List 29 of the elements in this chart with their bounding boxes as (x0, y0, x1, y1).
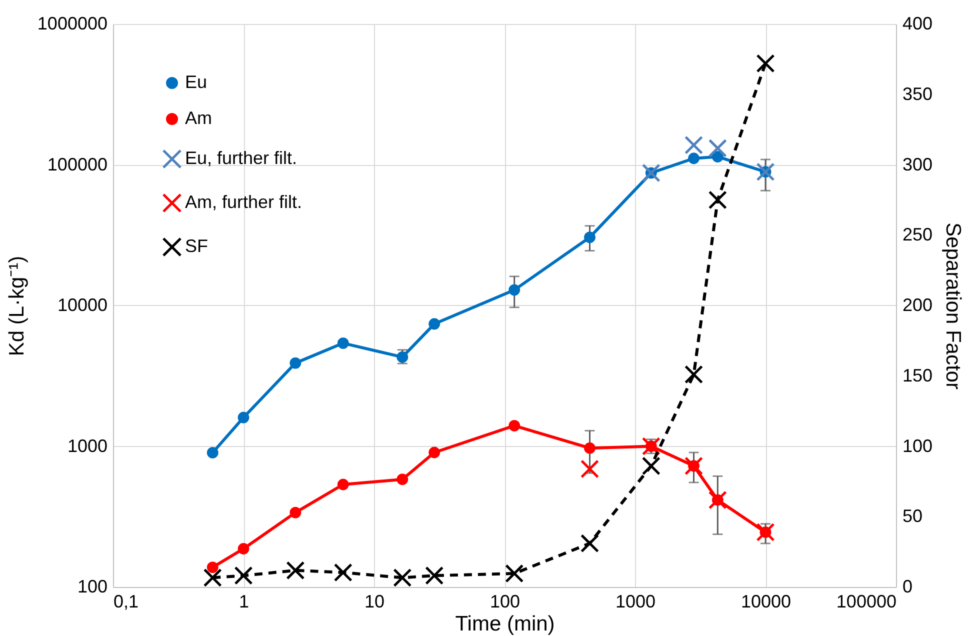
x-tick-label: 1000 (615, 592, 656, 612)
x-tick-label: 10000 (740, 592, 792, 612)
y2-axis-title: Separation Factor (942, 222, 965, 390)
y2-tick-label: 400 (902, 14, 933, 34)
legend-label: Eu, further filt. (185, 148, 298, 168)
x-axis-title: Time (min) (455, 612, 555, 636)
legend-label: Eu (185, 72, 208, 92)
x-tick-label: 0,1 (114, 592, 139, 612)
legend-label: Am, further filt. (185, 192, 302, 212)
y2-tick-label: 50 (902, 506, 923, 526)
y2-tick-label: 350 (902, 84, 933, 104)
x-tick-label: 1 (238, 592, 250, 612)
y2-tick-label: 150 (902, 365, 933, 386)
legend-label: SF (185, 236, 208, 256)
y-axis-title: Kd (L·kg⁻¹) (5, 256, 28, 356)
y-tick-label: 1000000 (37, 14, 108, 34)
legend-label: Am (185, 108, 212, 128)
y2-tick-label: 200 (902, 295, 933, 315)
y2-tick-label: 0 (902, 576, 913, 596)
x-tick-label: 100000 (836, 592, 896, 612)
y-tick-label: 10000 (57, 295, 108, 315)
y-tick-label: 1000 (67, 436, 108, 456)
x-tick-label: 10 (364, 592, 385, 612)
y-tick-label: 100 (77, 576, 108, 596)
y2-tick-label: 100 (902, 436, 933, 456)
y-tick-label: 100000 (47, 154, 108, 174)
x-tick-label: 100 (490, 592, 520, 612)
y2-tick-label: 250 (902, 224, 933, 245)
y2-tick-label: 300 (902, 154, 933, 174)
